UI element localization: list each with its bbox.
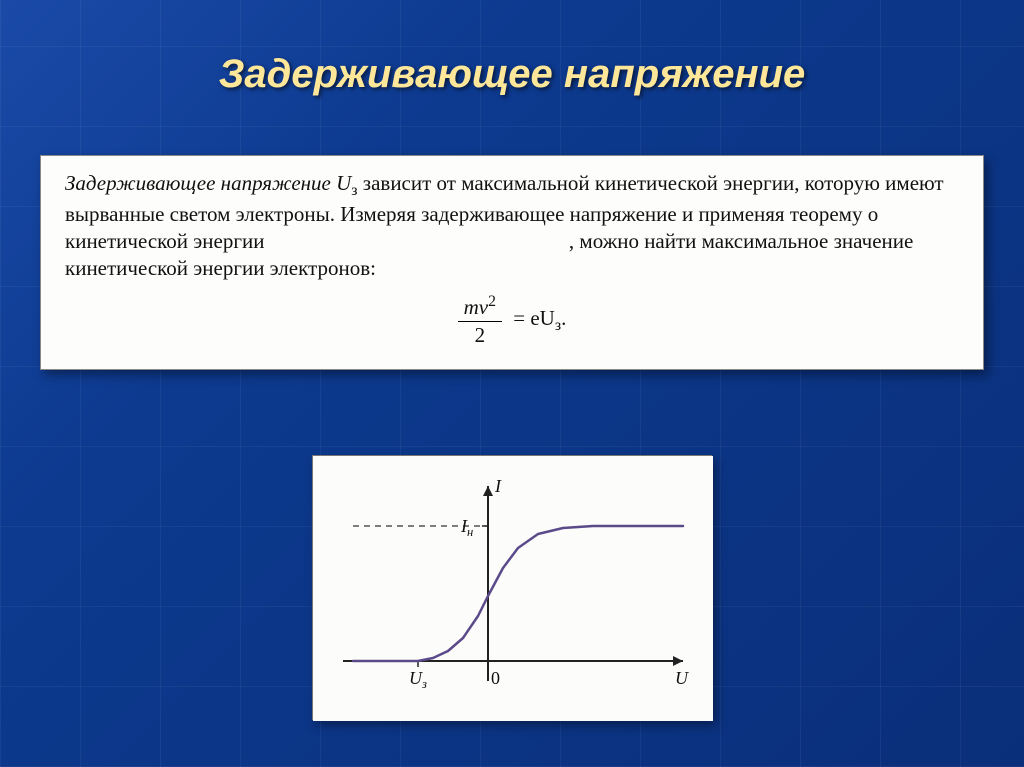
formula-rhs-suffix: . bbox=[561, 306, 566, 330]
svg-text:U: U bbox=[675, 668, 689, 688]
formula-rhs: = eUз. bbox=[513, 306, 566, 330]
formula-fraction: mv2 2 bbox=[458, 292, 502, 349]
paragraph: Задерживающее напряжение Uз зависит от м… bbox=[65, 170, 959, 282]
slide-title: Задерживающее напряжение bbox=[0, 52, 1024, 97]
formula-num-base: mv bbox=[464, 295, 489, 319]
formula-denominator: 2 bbox=[458, 322, 502, 349]
svg-text:I: I bbox=[494, 476, 502, 496]
formula-numerator: mv2 bbox=[458, 292, 502, 322]
slide-root: Задерживающее напряжение Задерживающее н… bbox=[0, 0, 1024, 767]
svg-text:0: 0 bbox=[491, 668, 500, 688]
iv-chart-svg: IIнUз0U bbox=[313, 456, 713, 721]
formula: mv2 2 = eUз. bbox=[65, 292, 959, 349]
text-block: Задерживающее напряжение Uз зависит от м… bbox=[40, 155, 984, 370]
formula-rhs-prefix: = eU bbox=[513, 306, 555, 330]
iv-chart: IIнUз0U bbox=[312, 455, 712, 720]
formula-num-exp: 2 bbox=[488, 293, 496, 310]
